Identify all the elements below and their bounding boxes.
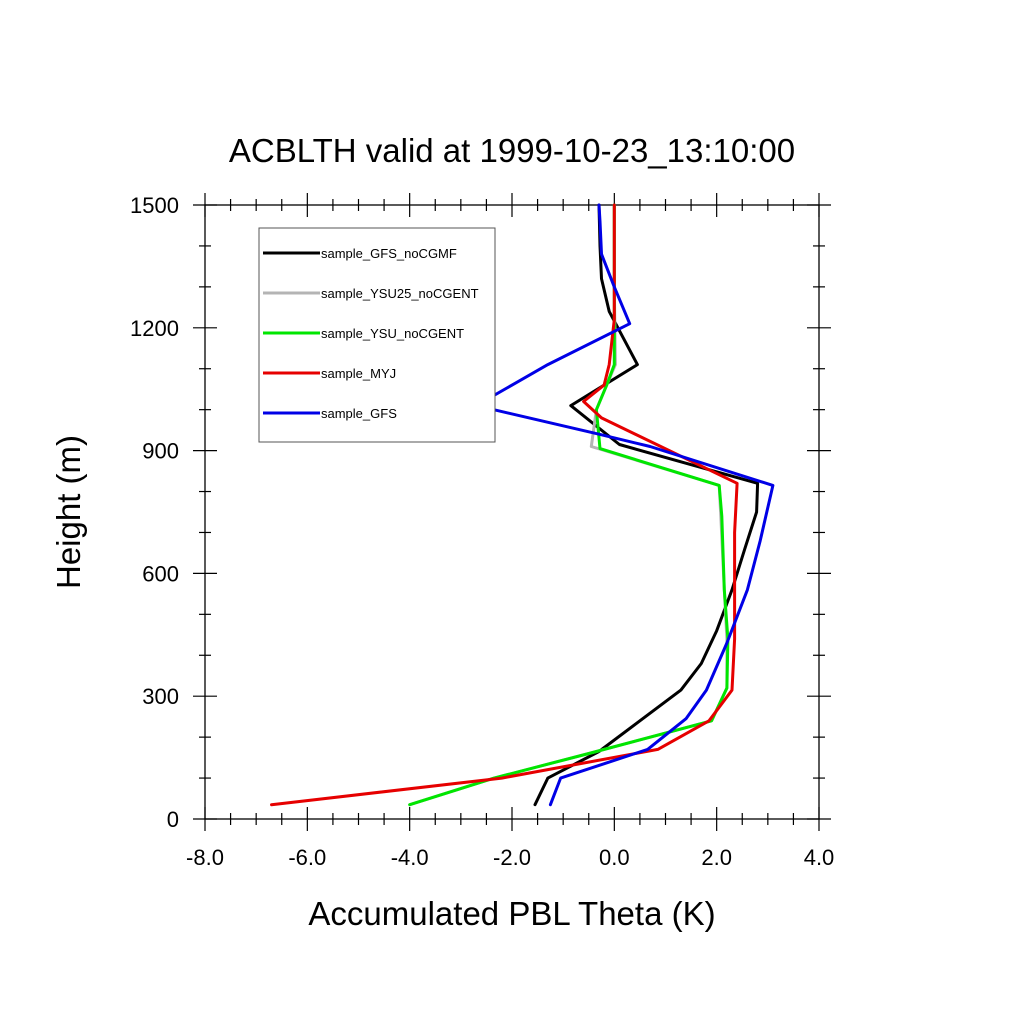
chart-title: ACBLTH valid at 1999-10-23_13:10:00 bbox=[229, 132, 795, 169]
legend-label: sample_GFS_noCGMF bbox=[321, 246, 457, 261]
y-tick-label: 1500 bbox=[130, 193, 179, 218]
x-tick-label: -4.0 bbox=[391, 845, 429, 870]
series-line-sample_YSU_noCGENT bbox=[408, 203, 730, 807]
y-tick-label: 600 bbox=[142, 561, 179, 586]
legend-label: sample_GFS bbox=[321, 406, 397, 421]
y-tick-label: 0 bbox=[167, 807, 179, 832]
legend-box bbox=[258, 227, 496, 443]
legend-label: sample_YSU_noCGENT bbox=[321, 326, 464, 341]
y-tick-labels: 0 300 600 900 1200 1500 bbox=[130, 193, 179, 832]
x-tick-label: -6.0 bbox=[288, 845, 326, 870]
axis-ticks bbox=[193, 193, 831, 831]
x-axis-label: Accumulated PBL Theta (K) bbox=[308, 895, 715, 932]
series-line-sample_GFS_noCGMF bbox=[533, 203, 760, 807]
series-line-sample_GFS bbox=[474, 203, 775, 807]
series-lines bbox=[270, 203, 775, 807]
y-tick-label: 300 bbox=[142, 684, 179, 709]
legend-label: sample_MYJ bbox=[321, 366, 396, 381]
legend: sample_GFS_noCGMF sample_YSU25_noCGENTsam… bbox=[258, 227, 496, 443]
x-tick-label: 2.0 bbox=[701, 845, 732, 870]
x-tick-label: -8.0 bbox=[186, 845, 224, 870]
y-tick-label: 900 bbox=[142, 439, 179, 464]
plot-area: -8.0 -6.0 -4.0 -2.0 0.0 2.0 4.0 0 300 600 900 1200… bbox=[130, 193, 834, 870]
series-line-sample_MYJ bbox=[270, 203, 739, 807]
legend-label: sample_YSU25_noCGENT bbox=[321, 286, 479, 301]
x-tick-label: -2.0 bbox=[493, 845, 531, 870]
x-tick-label: 4.0 bbox=[804, 845, 835, 870]
y-tick-label: 1200 bbox=[130, 316, 179, 341]
x-tick-labels: -8.0 -6.0 -4.0 -2.0 0.0 2.0 4.0 bbox=[186, 845, 834, 870]
x-tick-label: 0.0 bbox=[599, 845, 630, 870]
y-axis-label: Height (m) bbox=[50, 435, 87, 589]
legend-entries: sample_GFS_noCGMF sample_YSU25_noCGENTsam… bbox=[263, 246, 479, 421]
